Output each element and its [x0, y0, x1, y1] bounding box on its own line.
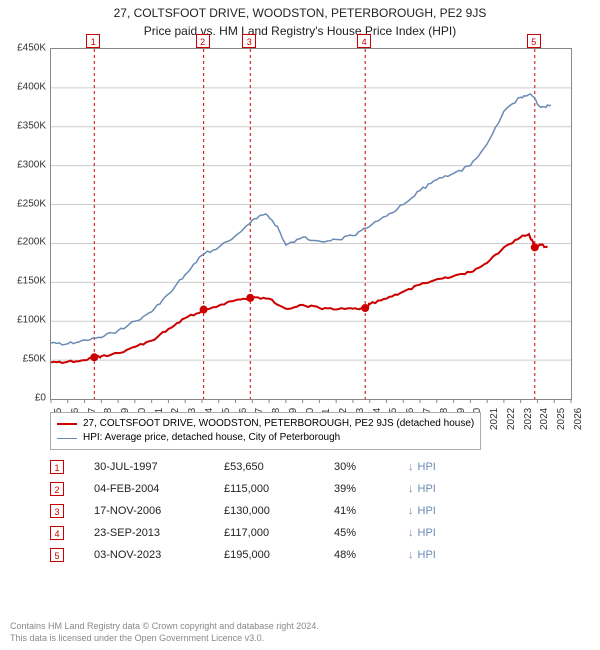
legend: 27, COLTSFOOT DRIVE, WOODSTON, PETERBORO…: [50, 412, 481, 450]
ytick-label: £50K: [8, 354, 46, 365]
chart-svg: [51, 49, 571, 399]
ytick-label: £100K: [8, 315, 46, 326]
series-marker: [531, 243, 539, 251]
sales-table: 130-JUL-1997£53,65030%↓HPI204-FEB-2004£1…: [50, 456, 436, 566]
event-flag: 1: [86, 34, 100, 48]
down-arrow-icon: ↓: [408, 461, 414, 473]
legend-swatch: [57, 423, 77, 425]
chart-plot-area: [50, 48, 572, 400]
row-marker: 2: [50, 482, 64, 496]
xtick-label: 2025: [556, 408, 567, 430]
ytick-label: £450K: [8, 43, 46, 54]
row-pct: 39%: [334, 483, 404, 495]
xtick-label: 2022: [506, 408, 517, 430]
ytick-label: £350K: [8, 120, 46, 131]
down-arrow-icon: ↓: [408, 549, 414, 561]
row-pct: 41%: [334, 505, 404, 517]
row-pct: 45%: [334, 527, 404, 539]
row-date: 04-FEB-2004: [94, 483, 224, 495]
xtick-label: 2023: [523, 408, 534, 430]
row-price: £53,650: [224, 461, 334, 473]
row-hpi-label: HPI: [418, 483, 436, 495]
footer-line-2: This data is licensed under the Open Gov…: [10, 632, 319, 644]
row-marker: 1: [50, 460, 64, 474]
row-hpi-label: HPI: [418, 549, 436, 561]
down-arrow-icon: ↓: [408, 505, 414, 517]
series-property: [51, 234, 548, 363]
row-pct: 30%: [334, 461, 404, 473]
legend-label: 27, COLTSFOOT DRIVE, WOODSTON, PETERBORO…: [83, 417, 474, 431]
row-hpi-label: HPI: [418, 461, 436, 473]
event-flag: 5: [527, 34, 541, 48]
row-hpi-label: HPI: [418, 527, 436, 539]
row-date: 17-NOV-2006: [94, 505, 224, 517]
series-marker: [90, 353, 98, 361]
legend-swatch: [57, 438, 77, 439]
page-title: 27, COLTSFOOT DRIVE, WOODSTON, PETERBORO…: [0, 0, 600, 20]
event-flag: 3: [242, 34, 256, 48]
xtick-label: 2026: [573, 408, 584, 430]
series-marker: [361, 304, 369, 312]
legend-label: HPI: Average price, detached house, City…: [83, 431, 340, 445]
ytick-label: £150K: [8, 276, 46, 287]
down-arrow-icon: ↓: [408, 527, 414, 539]
table-row: 3 17-NOV-2006£130,00041% ↓ HPI: [50, 500, 436, 522]
xtick-label: 2024: [539, 408, 550, 430]
ytick-label: £250K: [8, 198, 46, 209]
footer-line-1: Contains HM Land Registry data © Crown c…: [10, 620, 319, 632]
table-row: 1 30-JUL-1997£53,65030% ↓ HPI: [50, 456, 436, 478]
ytick-label: £0: [8, 393, 46, 404]
table-row: 2 04-FEB-2004£115,00039% ↓ HPI: [50, 478, 436, 500]
event-flag: 2: [196, 34, 210, 48]
row-date: 30-JUL-1997: [94, 461, 224, 473]
row-marker: 4: [50, 526, 64, 540]
ytick-label: £300K: [8, 159, 46, 170]
series-hpi: [51, 94, 551, 345]
legend-row: 27, COLTSFOOT DRIVE, WOODSTON, PETERBORO…: [57, 417, 474, 431]
row-date: 03-NOV-2023: [94, 549, 224, 561]
legend-row: HPI: Average price, detached house, City…: [57, 431, 474, 445]
ytick-label: £400K: [8, 81, 46, 92]
down-arrow-icon: ↓: [408, 483, 414, 495]
row-price: £115,000: [224, 483, 334, 495]
footer: Contains HM Land Registry data © Crown c…: [10, 620, 319, 644]
table-row: 5 03-NOV-2023£195,00048% ↓ HPI: [50, 544, 436, 566]
event-flag: 4: [357, 34, 371, 48]
series-marker: [200, 306, 208, 314]
series-marker: [246, 294, 254, 302]
row-hpi-label: HPI: [418, 505, 436, 517]
row-marker: 3: [50, 504, 64, 518]
xtick-label: 2021: [489, 408, 500, 430]
ytick-label: £200K: [8, 237, 46, 248]
row-price: £195,000: [224, 549, 334, 561]
row-date: 23-SEP-2013: [94, 527, 224, 539]
row-marker: 5: [50, 548, 64, 562]
row-price: £130,000: [224, 505, 334, 517]
row-pct: 48%: [334, 549, 404, 561]
table-row: 4 23-SEP-2013£117,00045% ↓ HPI: [50, 522, 436, 544]
row-price: £117,000: [224, 527, 334, 539]
